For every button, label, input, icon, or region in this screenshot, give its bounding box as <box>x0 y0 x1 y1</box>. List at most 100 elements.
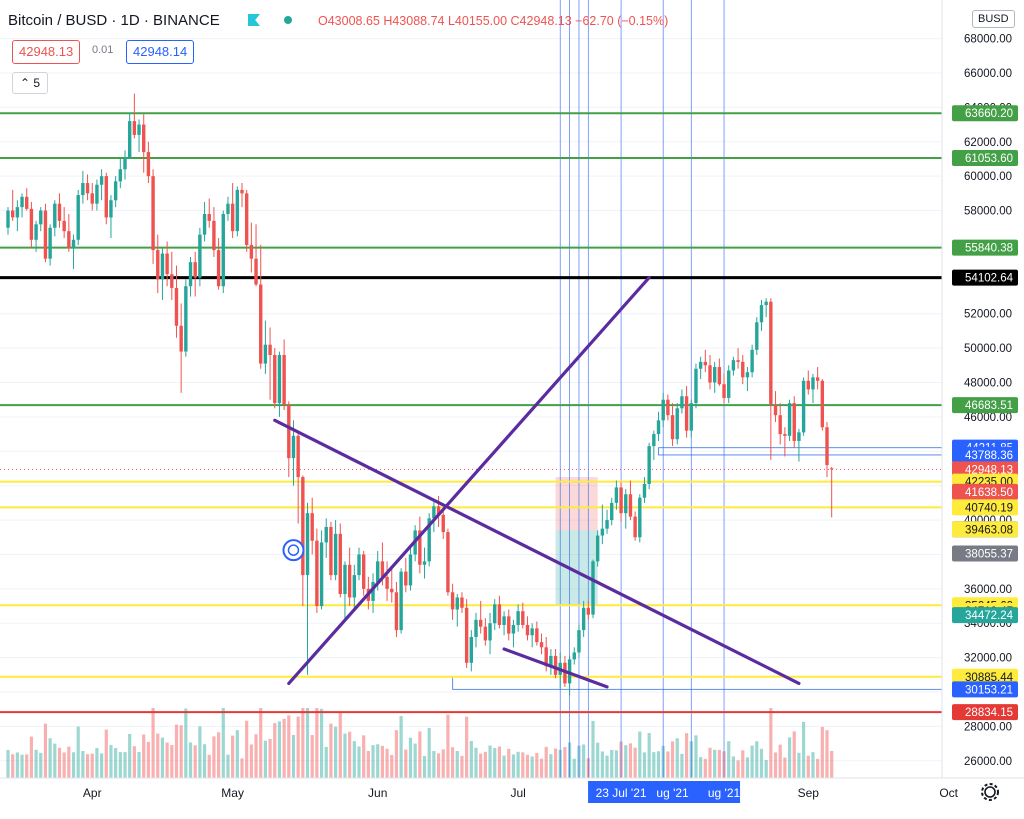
price-badge[interactable] <box>952 397 1018 414</box>
candle-body <box>535 628 539 643</box>
settings-gear-icon[interactable] <box>981 783 999 801</box>
volume-bar <box>493 747 497 778</box>
volume-bar <box>446 714 450 778</box>
volume-bar <box>479 753 483 778</box>
candle-body <box>815 377 820 381</box>
volume-bar <box>731 756 735 778</box>
flag-icon[interactable] <box>248 14 260 26</box>
candle-body <box>764 301 768 306</box>
trend-line[interactable] <box>502 647 609 689</box>
volume-bar <box>544 746 548 778</box>
volume-bar <box>525 754 530 778</box>
indicators-toggle[interactable]: ⌃ 5 <box>12 72 48 94</box>
volume-bar <box>755 741 759 778</box>
price-badge[interactable] <box>952 483 1018 500</box>
candle-body <box>446 532 450 593</box>
candle-body <box>806 380 810 390</box>
price-badge[interactable] <box>952 239 1018 256</box>
price-badge[interactable] <box>952 545 1018 562</box>
volume-bar <box>638 731 642 778</box>
volume-bar <box>6 750 10 778</box>
candle-body <box>530 628 534 636</box>
event-marker-icon[interactable] <box>282 539 305 562</box>
candle-body <box>399 571 403 631</box>
candle-body <box>207 213 211 221</box>
candle-body <box>85 183 90 194</box>
volume-bar <box>324 746 328 778</box>
x-range-highlight[interactable] <box>588 781 741 803</box>
candle-body <box>507 616 511 634</box>
volume-bar <box>179 725 183 778</box>
volume-bar <box>109 744 113 778</box>
volume-bar <box>334 726 338 778</box>
candle-body <box>390 588 394 593</box>
candle-body <box>460 597 464 608</box>
trend-line[interactable] <box>273 418 801 686</box>
candle-body <box>57 203 62 221</box>
price-badge[interactable] <box>952 150 1018 167</box>
candle-body <box>591 561 595 615</box>
candle-body <box>586 607 591 615</box>
price-badge[interactable] <box>952 681 1018 698</box>
candle-body <box>81 183 85 196</box>
trend-line[interactable] <box>287 275 651 686</box>
price-badge[interactable] <box>952 668 1018 685</box>
candle-body <box>633 516 637 538</box>
volume-bar <box>652 752 656 778</box>
candle-body <box>797 432 801 441</box>
currency-label[interactable]: BUSD <box>972 10 1015 28</box>
price-badge[interactable] <box>952 499 1018 516</box>
price-badge[interactable] <box>952 105 1018 122</box>
sell-price-box[interactable]: 42948.13 <box>12 40 81 64</box>
candle-body <box>581 607 586 631</box>
volume-bar <box>511 754 516 778</box>
candle-body <box>666 399 670 416</box>
candle-body <box>478 619 483 627</box>
candle-body <box>6 210 10 228</box>
symbol-title[interactable]: Bitcoin / BUSD · 1D · BINANCE <box>8 12 220 29</box>
price-badge[interactable] <box>952 521 1018 538</box>
volume-bar <box>193 745 197 778</box>
volume-bar <box>717 750 721 778</box>
candle-body <box>750 349 754 373</box>
candle-body <box>769 301 773 405</box>
volume-bar <box>380 745 384 778</box>
volume-bar <box>212 736 216 778</box>
volume-bar <box>647 733 651 778</box>
volume-bar <box>352 741 356 778</box>
candle-body <box>783 434 787 436</box>
candle-body <box>165 253 169 275</box>
price-badge[interactable] <box>952 607 1018 624</box>
candle-body <box>361 554 366 589</box>
volume-bar <box>483 751 487 778</box>
candle-body <box>347 564 352 598</box>
price-badge[interactable] <box>952 704 1018 721</box>
candle-body <box>282 354 286 405</box>
volume-bar <box>474 747 478 778</box>
candle-body <box>722 384 726 398</box>
y-tick-label: 50000.00 <box>964 343 1012 355</box>
volume-bar <box>413 743 417 778</box>
volume-bar <box>240 758 244 778</box>
volume-bar <box>764 760 768 778</box>
volume-bar <box>156 733 160 778</box>
price-badge[interactable] <box>952 446 1018 463</box>
candle-body <box>371 581 375 601</box>
candle-body <box>544 647 548 667</box>
volume-bar <box>57 747 62 778</box>
price-badge[interactable] <box>952 269 1018 286</box>
volume-bar <box>71 752 76 778</box>
buy-price-box[interactable]: 42948.14 <box>126 40 195 64</box>
candle-body <box>118 169 123 182</box>
volume-bar <box>610 750 614 778</box>
volume-bar <box>146 741 150 778</box>
candle-body <box>736 360 740 362</box>
y-tick-label: 52000.00 <box>964 309 1012 321</box>
candle-body <box>25 196 29 209</box>
y-tick-label: 62000.00 <box>964 137 1012 149</box>
spread-value: 0.01 <box>92 44 114 56</box>
y-tick-label: 36000.00 <box>964 584 1012 596</box>
candle-body <box>156 250 160 280</box>
volume-bar <box>137 751 141 778</box>
